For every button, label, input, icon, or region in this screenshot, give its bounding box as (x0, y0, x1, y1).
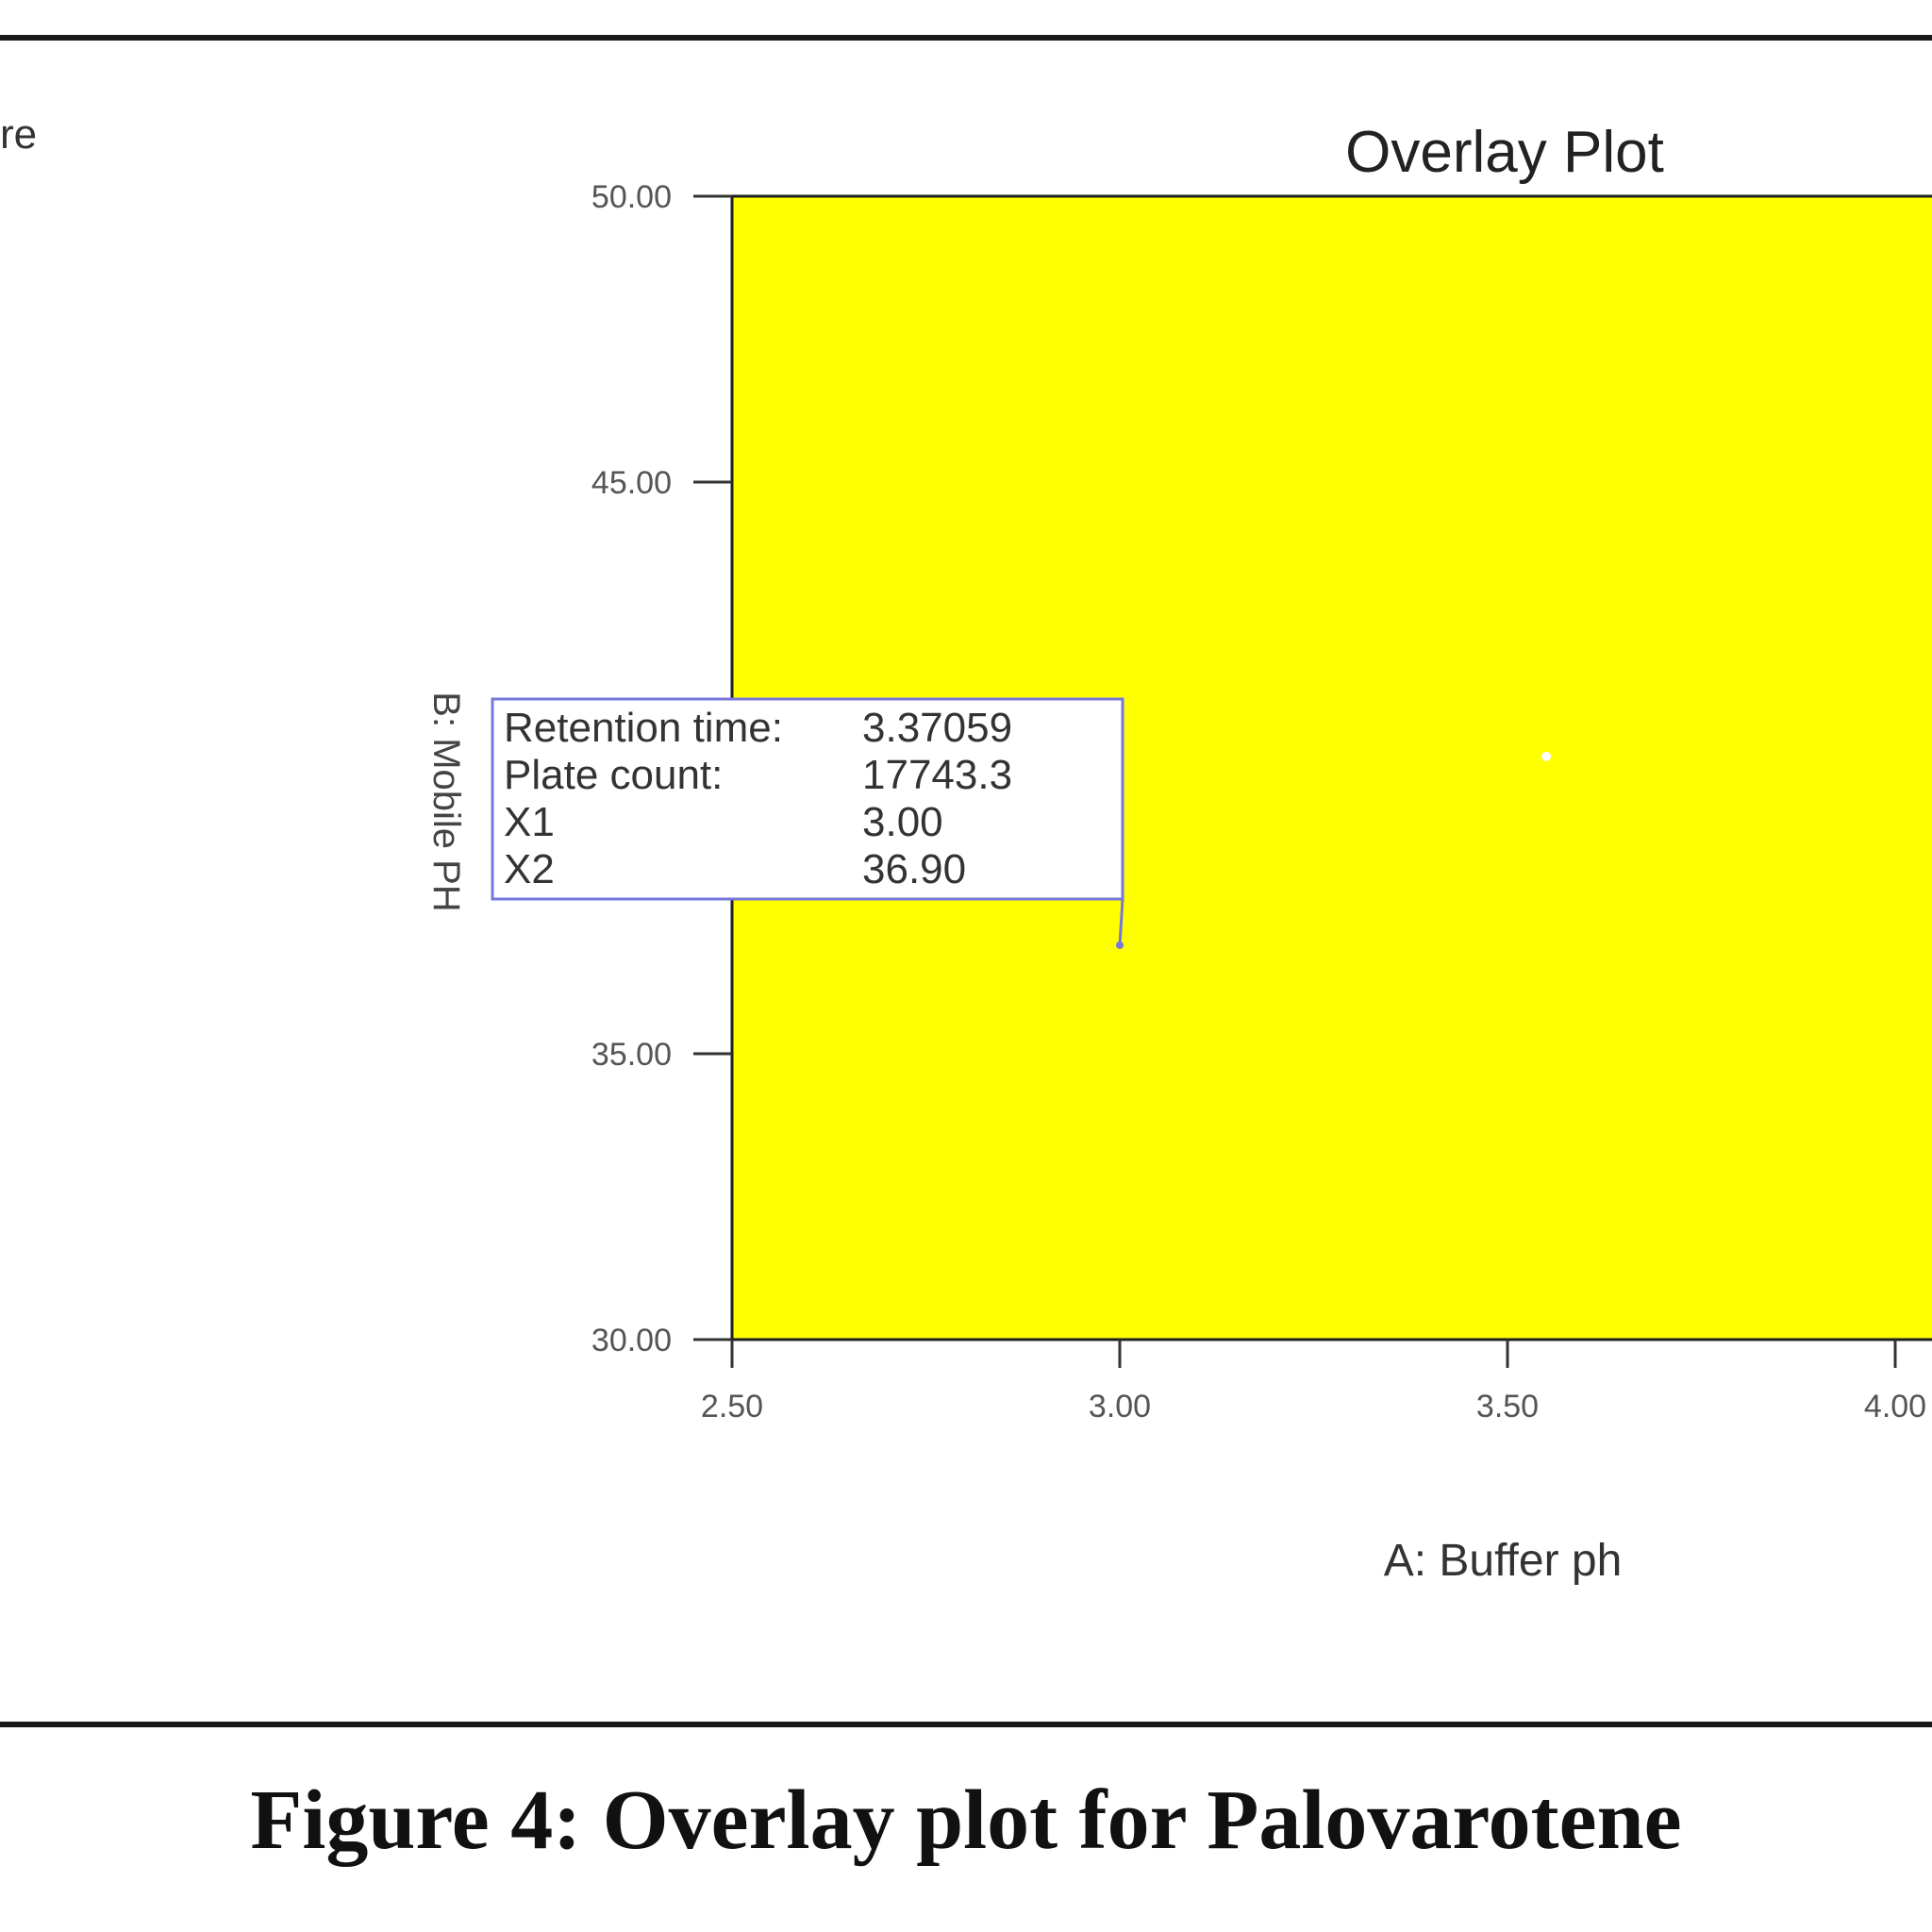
y-tick-label: 45.00 (591, 465, 672, 501)
x-tick-label: 3.50 (1476, 1389, 1539, 1424)
x-tick-label: 3.00 (1089, 1389, 1151, 1424)
y-tick-label: 35.00 (591, 1037, 672, 1073)
legend-fragment-text: re (0, 111, 38, 158)
flag-box (491, 697, 1124, 901)
x-tick-label: 2.50 (701, 1389, 763, 1424)
y-tick-label: 30.00 (591, 1323, 672, 1358)
flag-row-label: X1 (504, 799, 555, 845)
flag-row-value: 36.90 (862, 846, 966, 892)
figure-caption: Figure 4: Overlay plot for Palovarotene (250, 1774, 1682, 1867)
y-tick-label: 50.00 (591, 179, 672, 215)
flag-row-label: Plate count: (504, 752, 723, 798)
x-axis-label: A: Buffer ph (1384, 1536, 1623, 1586)
flag-row-label: Retention time: (504, 705, 783, 751)
y-axis-label: B: Mobile PH (425, 691, 467, 911)
selected-point (1116, 941, 1124, 949)
flag-row-label: X2 (504, 846, 555, 892)
flag-row-value: 17743.3 (862, 752, 1012, 798)
flag-row-value: 3.00 (862, 799, 943, 845)
chart-title: Overlay Plot (1345, 120, 1664, 185)
x-tick-label: 4.00 (1864, 1389, 1926, 1424)
flag-row-value: 3.37059 (862, 705, 1012, 751)
design-point (1541, 751, 1552, 761)
flag-pointer (1118, 898, 1124, 945)
